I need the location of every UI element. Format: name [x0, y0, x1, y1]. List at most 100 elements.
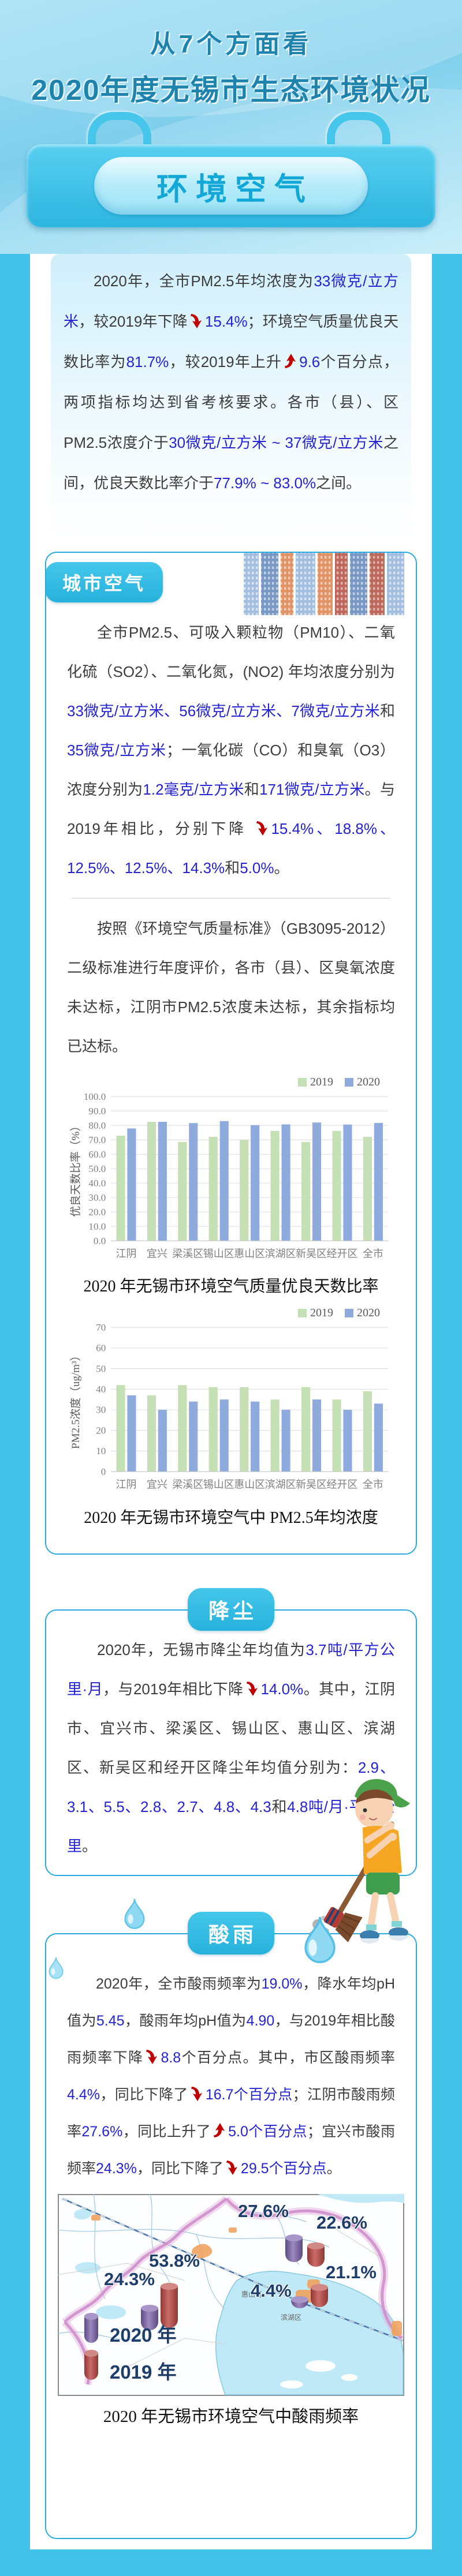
chart-legend: 2019 2020 — [67, 1075, 395, 1089]
svg-text:10.0: 10.0 — [88, 1221, 106, 1232]
svg-text:经开区: 经开区 — [327, 1248, 358, 1260]
section-banner: 环境空气 — [27, 144, 435, 227]
cylinder-2019 — [307, 2242, 325, 2267]
svg-text:80.0: 80.0 — [88, 1120, 106, 1131]
svg-text:PM2.5浓度（ug/m³）: PM2.5浓度（ug/m³） — [69, 1350, 82, 1449]
chart-title: 2020 年无锡市环境空气质量优良天数比率 — [83, 1278, 379, 1296]
badge-acid-rain: 酸雨 — [188, 1912, 274, 1955]
map-area-label: 惠山区 — [241, 2290, 262, 2298]
arrow-down-icon — [190, 314, 202, 328]
svg-text:30.0: 30.0 — [88, 1192, 106, 1203]
svg-text:90.0: 90.0 — [88, 1106, 106, 1117]
content-column: 2020年，全市PM2.5年均浓度为33微克/立方米，较2019年下降 15.4%… — [30, 254, 432, 2549]
water-drop-icon — [47, 1956, 65, 1982]
arrow-down-icon — [191, 2087, 202, 2101]
map-legend-label-2020: 2020 年 — [110, 2324, 177, 2346]
svg-text:滨湖区: 滨湖区 — [265, 1248, 296, 1260]
arrow-up-icon — [285, 354, 296, 368]
acid-rain-map: 惠山区 滨湖区 27.6% 22.6% 4.4% 21.1% 24.3% — [58, 2194, 404, 2396]
map-background: 惠山区 滨湖区 — [58, 2194, 404, 2396]
chart-good-days-rate: 2019 2020 0.0 10.0 20.0 30.0 40.0 50.0 60.0 70.0… — [67, 1075, 395, 1297]
intro-panel: 2020年，全市PM2.5年均浓度为33微克/立方米，较2019年下降 15.4%… — [51, 254, 411, 538]
header: 从7个方面看 2020年度无锡市生态环境状况 环境空气 — [0, 0, 462, 254]
pct-label-jiangyin-2019: 22.6% — [316, 2212, 367, 2233]
svg-text:新吴区: 新吴区 — [296, 1248, 327, 1260]
legend-cylinder-2020 — [84, 2313, 98, 2343]
bar-chart-pm25: 0 10 20 30 40 50 60 70 江阴 宜兴 梁溪区 锡山区 惠山区 滨湖区 新吴区 经开区 全市 P… — [67, 1320, 395, 1500]
svg-text:70: 70 — [96, 1322, 106, 1333]
svg-text:梁溪区: 梁溪区 — [172, 1248, 203, 1260]
svg-text:惠山区: 惠山区 — [234, 1479, 265, 1491]
pct-label-city-2019: 21.1% — [326, 2262, 377, 2282]
svg-text:锡山区: 锡山区 — [203, 1479, 234, 1491]
badge-city-air: 城市空气 — [46, 562, 163, 602]
svg-text:经开区: 经开区 — [327, 1479, 358, 1491]
city-skyline-icon — [239, 553, 412, 618]
chart-pm25-concentration: 2019 2020 0 10 20 30 40 50 60 70 江阴 宜兴 梁溪区 锡山区 惠山区 滨湖区… — [67, 1306, 395, 1527]
arrow-down-icon — [246, 1682, 258, 1696]
arrow-down-icon — [256, 821, 268, 836]
svg-text:全市: 全市 — [363, 1479, 383, 1491]
svg-text:锡山区: 锡山区 — [203, 1248, 234, 1260]
cylinder-2020 — [141, 2305, 158, 2330]
page-title-line2: 2020年度无锡市生态环境状况 — [31, 74, 431, 106]
svg-text:全市: 全市 — [363, 1248, 383, 1260]
svg-text:40.0: 40.0 — [88, 1178, 106, 1189]
page-title-line1: 从7个方面看 — [150, 30, 312, 58]
svg-text:江阴: 江阴 — [116, 1479, 136, 1491]
acid-rain-paragraph: 2020年，全市酸雨频率为19.0%，降水年均pH值为5.45，酸雨年均pH值为… — [67, 1976, 395, 2177]
badge-dustfall: 降尘 — [188, 1588, 274, 1631]
map-legend-label-2019: 2019 年 — [110, 2361, 177, 2383]
pct-label-city-2020: 4.4% — [251, 2281, 292, 2301]
svg-text:50: 50 — [96, 1364, 106, 1375]
svg-text:10: 10 — [96, 1446, 106, 1457]
map-overlay: 27.6% 22.6% 4.4% 21.1% 24.3% 53.8% — [58, 2194, 404, 2396]
page-title: 从7个方面看 2020年度无锡市生态环境状况 — [0, 23, 462, 108]
chart-legend: 2019 2020 — [67, 1306, 395, 1320]
svg-text:滨湖区: 滨湖区 — [265, 1479, 296, 1491]
water-drop-icon — [122, 1897, 147, 1933]
card-acid-rain: 2020年，全市酸雨频率为19.0%，降水年均pH值为5.45，酸雨年均pH值为… — [45, 1933, 417, 2539]
svg-text:20.0: 20.0 — [88, 1207, 106, 1218]
pct-label-yixing-2019: 53.8% — [149, 2251, 200, 2271]
svg-text:100.0: 100.0 — [84, 1091, 106, 1102]
svg-text:0.0: 0.0 — [94, 1235, 106, 1246]
bar-chart-good-days: 0.0 10.0 20.0 30.0 40.0 50.0 60.0 70.0 80.0 90.0 1… — [67, 1089, 395, 1269]
svg-text:20: 20 — [96, 1425, 106, 1436]
map-caption: 2020 年无锡市环境空气中酸雨频率 — [103, 2407, 359, 2426]
dustfall-paragraph: 2020年，无锡市降尘年均值为3.7吨/平方公里·月，与2019年相比下降 14.… — [67, 1641, 395, 1855]
water-drop-icon — [301, 1915, 338, 1967]
legend-cylinder-2019 — [84, 2350, 98, 2380]
svg-text:宜兴: 宜兴 — [147, 1479, 167, 1491]
arrow-down-icon — [226, 2161, 237, 2175]
card-city-air: 城市空气 — [45, 552, 417, 1555]
city-air-paragraph-1: 全市PM2.5、可吸入颗粒物（PM10）、二氧化硫（SO2）、二氧化氮，(NO2… — [67, 624, 395, 877]
svg-text:60.0: 60.0 — [88, 1149, 106, 1160]
svg-text:惠山区: 惠山区 — [234, 1248, 265, 1260]
svg-text:60: 60 — [96, 1343, 106, 1354]
svg-text:70.0: 70.0 — [88, 1135, 106, 1145]
svg-text:新吴区: 新吴区 — [296, 1479, 327, 1491]
cylinder-2020 — [291, 2296, 308, 2308]
banner-label: 环境空气 — [94, 157, 368, 215]
map-area-label: 滨湖区 — [281, 2313, 301, 2322]
city-air-paragraph-2: 按照《环境空气质量标准》（GB3095-2012）二级标准进行年度评价，各市（县… — [67, 920, 395, 1055]
pct-label-jiangyin-2020: 27.6% — [238, 2201, 289, 2221]
arrow-up-icon — [214, 2123, 225, 2137]
svg-text:0: 0 — [101, 1466, 106, 1477]
cylinder-2019 — [161, 2283, 178, 2328]
svg-text:江阴: 江阴 — [116, 1248, 136, 1260]
svg-text:优良天数比率（%）: 优良天数比率（%） — [69, 1121, 82, 1217]
svg-text:梁溪区: 梁溪区 — [172, 1479, 203, 1491]
card-dustfall: 2020年，无锡市降尘年均值为3.7吨/平方公里·月，与2019年相比下降 14.… — [45, 1609, 417, 1944]
arrow-down-icon — [146, 2050, 158, 2064]
cylinder-2019 — [311, 2283, 328, 2307]
svg-text:40: 40 — [96, 1384, 106, 1395]
svg-text:宜兴: 宜兴 — [147, 1248, 167, 1260]
intro-paragraph: 2020年，全市PM2.5年均浓度为33微克/立方米，较2019年下降 15.4%… — [64, 272, 398, 492]
pct-label-yixing-2020: 24.3% — [104, 2269, 155, 2289]
cylinder-2020 — [285, 2234, 303, 2262]
chart-title: 2020 年无锡市环境空气中 PM2.5年均浓度 — [84, 1508, 378, 1527]
svg-text:30: 30 — [96, 1405, 106, 1416]
